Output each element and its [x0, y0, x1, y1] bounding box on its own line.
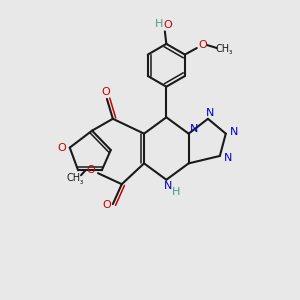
Text: O: O	[102, 200, 111, 210]
Text: O: O	[164, 20, 172, 31]
Text: N: N	[164, 181, 172, 191]
Text: O: O	[57, 142, 66, 153]
Text: N: N	[224, 153, 232, 163]
Text: O: O	[198, 40, 207, 50]
Text: O: O	[86, 165, 95, 175]
Text: N: N	[190, 124, 198, 134]
Text: ₃: ₃	[80, 177, 83, 186]
Text: N: N	[206, 108, 214, 118]
Text: H: H	[155, 19, 164, 29]
Text: CH: CH	[67, 173, 81, 183]
Text: O: O	[101, 87, 110, 97]
Text: ₃: ₃	[228, 46, 232, 56]
Text: CH: CH	[216, 44, 230, 54]
Text: H: H	[172, 187, 180, 197]
Text: N: N	[230, 127, 238, 137]
